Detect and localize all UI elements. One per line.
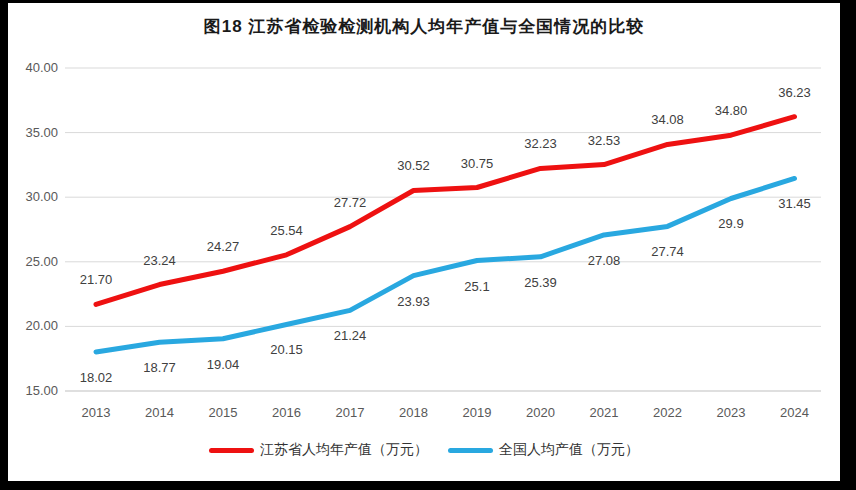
- jiangsu-line-swatch-icon: [209, 448, 254, 453]
- legend-label-jiangsu: 江苏省人均年产值（万元）: [260, 441, 428, 459]
- national-line-swatch-icon: [448, 448, 493, 453]
- chart-title: 图18 江苏省检验检测机构人均年产值与全国情况的比较: [8, 15, 840, 38]
- photo-frame: 图18 江苏省检验检测机构人均年产值与全国情况的比较 40.0035.0030.…: [0, 0, 856, 490]
- legend: 江苏省人均年产值（万元） 全国人均产值（万元）: [8, 441, 840, 459]
- chart-panel: [8, 3, 840, 481]
- legend-item-national: 全国人均产值（万元）: [448, 441, 639, 459]
- legend-label-national: 全国人均产值（万元）: [499, 441, 639, 459]
- legend-item-jiangsu: 江苏省人均年产值（万元）: [209, 441, 428, 459]
